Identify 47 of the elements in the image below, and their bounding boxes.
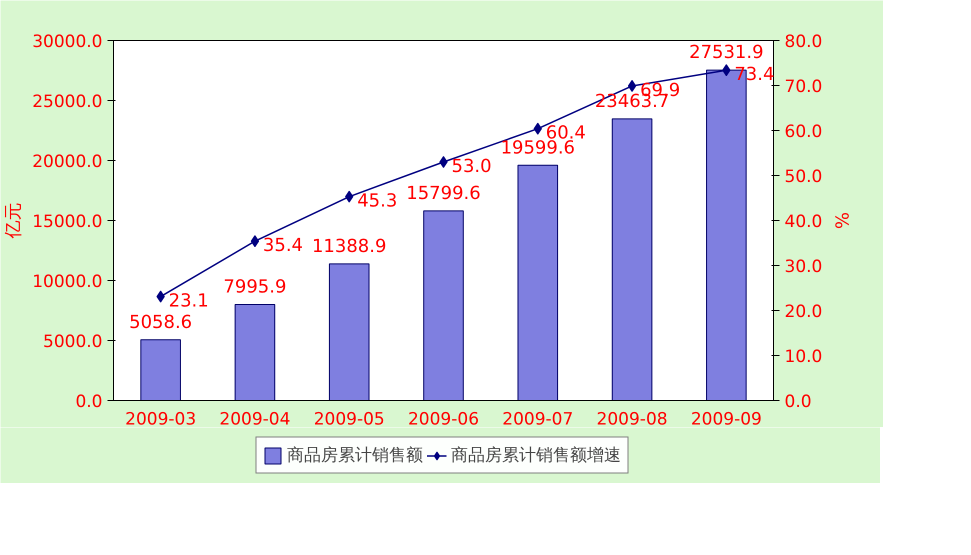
x-tick-label: 2009-06 bbox=[408, 410, 480, 430]
point bbox=[722, 64, 731, 76]
bar bbox=[140, 339, 181, 400]
x-tick-label: 2009-09 bbox=[690, 410, 762, 430]
y-tick-label: 0.0 bbox=[75, 392, 103, 412]
x-tick-label: 2009-08 bbox=[596, 410, 668, 430]
bar bbox=[423, 210, 464, 400]
data-label: 7995.9 bbox=[223, 276, 286, 298]
data-label: 15799.6 bbox=[406, 182, 481, 204]
data-label: 5058.6 bbox=[129, 312, 192, 333]
y-axis-title: 亿元 bbox=[3, 202, 24, 240]
y2-tick-label: 20.0 bbox=[784, 302, 822, 322]
data-label: 35.4 bbox=[262, 235, 304, 256]
x-tick-label: 2009-03 bbox=[125, 410, 196, 430]
y-tick-label: 30000.0 bbox=[32, 32, 103, 52]
x-tick-label: 2009-05 bbox=[314, 410, 385, 430]
x-tick-label: 2009-04 bbox=[219, 410, 290, 430]
y2-tick-label: 80.0 bbox=[784, 32, 822, 52]
point bbox=[628, 80, 636, 92]
point bbox=[156, 290, 165, 303]
bar bbox=[517, 164, 558, 400]
y-tick-label: 10000.0 bbox=[32, 272, 103, 292]
data-label: 27531.9 bbox=[689, 42, 764, 64]
data-label: 11388.9 bbox=[312, 236, 386, 257]
y2-tick-label: 70.0 bbox=[784, 77, 822, 97]
y2-axis-title: % bbox=[830, 212, 852, 230]
bar bbox=[328, 263, 370, 400]
legend-label: 商品房累计销售额 bbox=[287, 444, 423, 466]
y2-tick-label: 50.0 bbox=[784, 167, 822, 187]
y2-tick-label: 0.0 bbox=[784, 392, 812, 412]
x-tick-label: 2009-07 bbox=[502, 410, 574, 430]
legend-label: 商品房累计销售额增速 bbox=[451, 444, 621, 466]
y-tick-label: 20000.0 bbox=[32, 152, 103, 172]
data-label: 53.0 bbox=[452, 156, 492, 177]
y-tick-label: 5000.0 bbox=[43, 332, 102, 352]
data-label: 45.3 bbox=[357, 190, 398, 212]
y-tick-label: 15000.0 bbox=[32, 212, 103, 232]
y-tick-label: 25000.0 bbox=[32, 92, 103, 112]
bar bbox=[234, 304, 276, 400]
y2-tick-label: 60.0 bbox=[784, 122, 822, 142]
bar bbox=[612, 118, 652, 400]
data-label: 23.1 bbox=[168, 290, 209, 312]
point bbox=[439, 156, 448, 168]
y2-tick-label: 30.0 bbox=[784, 257, 822, 277]
y2-tick-label: 40.0 bbox=[784, 212, 822, 232]
y2-tick-label: 10.0 bbox=[784, 347, 822, 367]
point bbox=[250, 235, 260, 248]
